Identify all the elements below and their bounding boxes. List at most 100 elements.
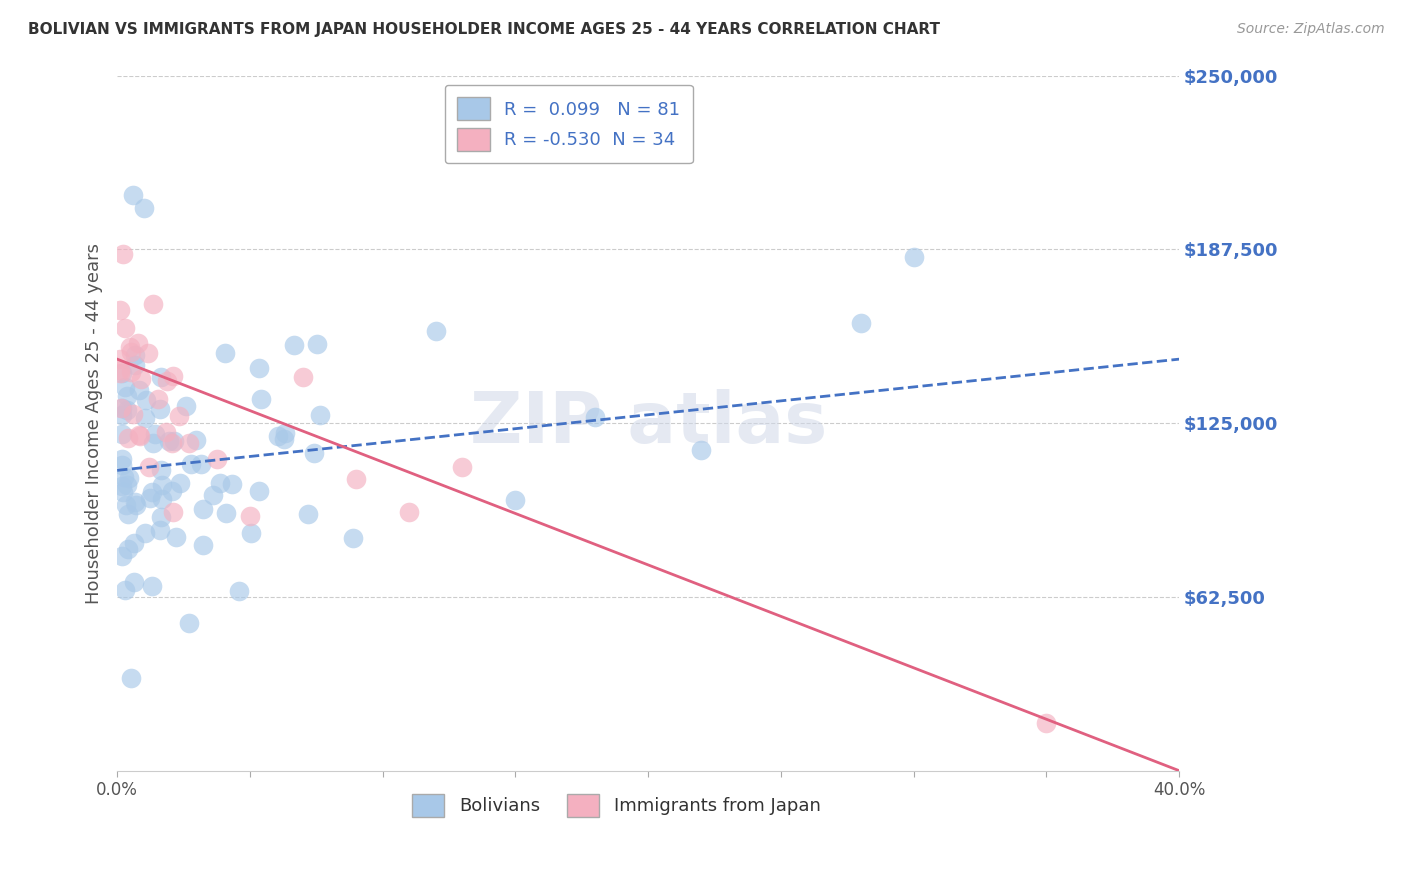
Point [903, 250, 925, 264]
Point [156, 374, 179, 388]
Point [344, 471, 367, 485]
Point [124, 358, 146, 372]
Point [160, 436, 183, 450]
Point [167, 409, 190, 423]
Point [273, 432, 295, 446]
Y-axis label: Householder Income Ages 25 - 44 years: Householder Income Ages 25 - 44 years [86, 243, 103, 604]
Point [162, 484, 184, 499]
Point [125, 498, 148, 512]
Point [111, 426, 134, 441]
Point [150, 369, 173, 384]
Point [139, 491, 162, 506]
Point [115, 389, 138, 403]
Point [129, 372, 152, 386]
Point [180, 457, 202, 471]
Point [141, 579, 163, 593]
Point [215, 506, 238, 520]
Point [155, 425, 177, 439]
Point [111, 451, 134, 466]
Text: ZIP atlas: ZIP atlas [470, 389, 827, 458]
Point [112, 485, 135, 500]
Point [157, 434, 180, 448]
Point [111, 549, 134, 563]
Point [143, 426, 166, 441]
Point [179, 436, 201, 450]
Point [135, 392, 157, 407]
Point [108, 351, 131, 366]
Point [122, 574, 145, 589]
Point [190, 457, 212, 471]
Point [193, 501, 215, 516]
Point [111, 458, 134, 472]
Point [115, 478, 138, 492]
Point [117, 471, 139, 485]
Point [111, 408, 134, 422]
Point [124, 348, 146, 362]
Point [398, 505, 420, 519]
Point [1035, 716, 1057, 731]
Point [114, 380, 136, 394]
Point [250, 392, 273, 407]
Point [165, 530, 187, 544]
Point [297, 507, 319, 521]
Point [162, 369, 184, 384]
Point [186, 434, 208, 448]
Point [342, 531, 364, 545]
Point [152, 492, 174, 507]
Point [228, 583, 250, 598]
Point [122, 407, 145, 421]
Point [247, 484, 270, 499]
Point [110, 401, 132, 415]
Point [114, 582, 136, 597]
Point [141, 297, 163, 311]
Point [114, 321, 136, 335]
Point [239, 509, 262, 524]
Point [128, 427, 150, 442]
Point [122, 188, 145, 202]
Point [690, 443, 713, 458]
Point [148, 401, 170, 416]
Point [240, 525, 263, 540]
Point [117, 507, 139, 521]
Point [247, 361, 270, 376]
Point [191, 538, 214, 552]
Point [134, 525, 156, 540]
Point [111, 367, 134, 381]
Point [149, 510, 172, 524]
Point [120, 340, 142, 354]
Point [221, 476, 243, 491]
Point [150, 478, 173, 492]
Point [308, 408, 330, 422]
Point [273, 425, 295, 440]
Point [207, 452, 229, 467]
Legend: Bolivians, Immigrants from Japan: Bolivians, Immigrants from Japan [405, 787, 828, 824]
Point [136, 346, 159, 360]
Point [451, 459, 474, 474]
Point [583, 410, 606, 425]
Point [111, 401, 134, 415]
Point [177, 616, 200, 631]
Point [124, 495, 146, 509]
Point [283, 338, 305, 352]
Point [505, 493, 527, 508]
Point [425, 325, 447, 339]
Point [214, 345, 236, 359]
Point [112, 470, 135, 484]
Point [208, 475, 231, 490]
Point [149, 463, 172, 477]
Point [163, 434, 186, 448]
Point [127, 335, 149, 350]
Point [305, 337, 328, 351]
Point [174, 399, 197, 413]
Point [202, 488, 225, 502]
Point [120, 345, 142, 359]
Point [169, 475, 191, 490]
Point [108, 362, 131, 376]
Point [302, 446, 325, 460]
Point [134, 410, 156, 425]
Point [108, 303, 131, 318]
Point [115, 499, 138, 513]
Point [142, 436, 165, 450]
Point [146, 392, 169, 406]
Point [128, 383, 150, 397]
